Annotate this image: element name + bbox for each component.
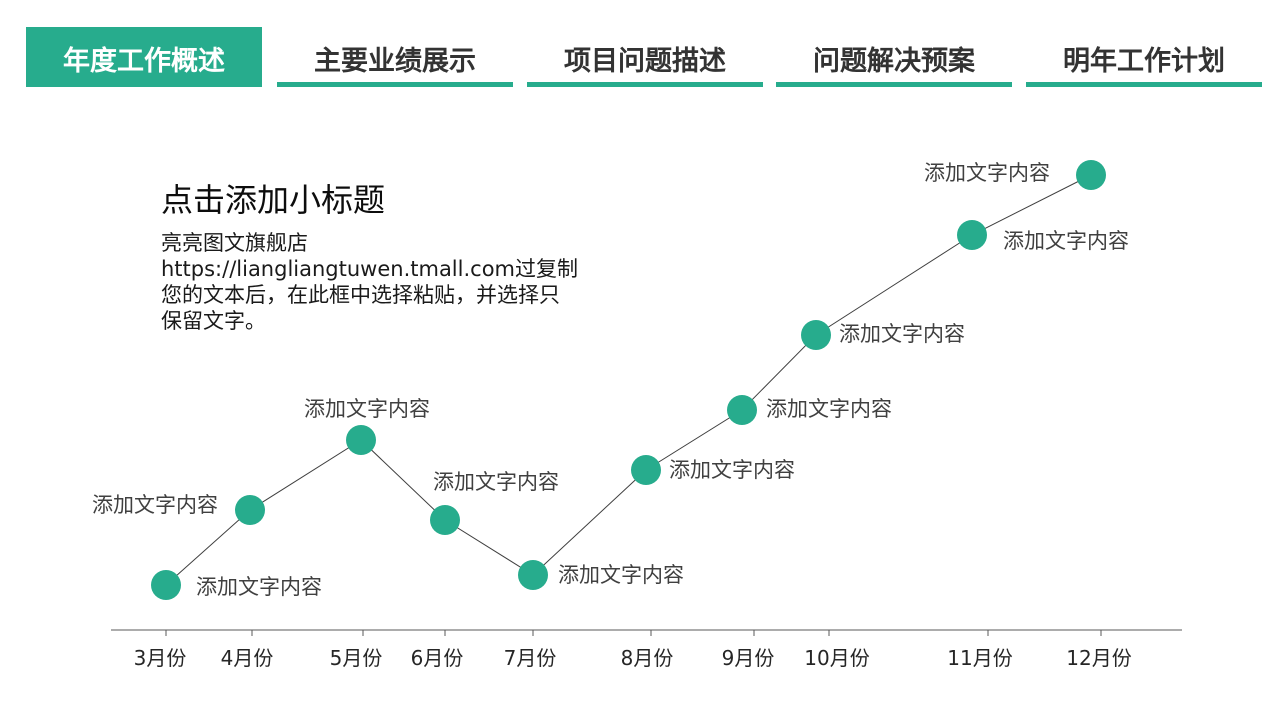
data-label[interactable]: 添加文字内容	[669, 458, 795, 482]
data-point[interactable]	[801, 320, 831, 350]
tab-main-achievements[interactable]: 主要业绩展示	[277, 27, 513, 87]
data-point[interactable]	[631, 455, 661, 485]
x-tick-label: 11月份	[947, 646, 1012, 670]
data-point[interactable]	[1076, 160, 1106, 190]
data-point[interactable]	[346, 425, 376, 455]
tab-solution-plans[interactable]: 问题解决预案	[776, 27, 1012, 87]
series-line	[165, 174, 1092, 586]
tab-label: 明年工作计划	[1063, 46, 1225, 77]
data-point[interactable]	[430, 505, 460, 535]
data-label[interactable]: 添加文字内容	[433, 470, 559, 494]
x-tick-label: 4月份	[221, 646, 274, 670]
data-label[interactable]: 添加文字内容	[924, 161, 1050, 185]
data-point[interactable]	[151, 570, 181, 600]
data-label[interactable]: 添加文字内容	[304, 397, 430, 421]
x-tick-label: 12月份	[1066, 646, 1131, 670]
tab-label: 问题解决预案	[813, 46, 975, 77]
data-label[interactable]: 添加文字内容	[92, 493, 218, 517]
tab-label: 主要业绩展示	[314, 46, 476, 77]
x-tick-label: 6月份	[411, 646, 464, 670]
body-line: 保留文字。	[161, 309, 266, 333]
data-label[interactable]: 添加文字内容	[766, 397, 892, 421]
data-point[interactable]	[727, 395, 757, 425]
tab-label: 年度工作概述	[63, 46, 225, 77]
body-line: 您的文本后，在此框中选择粘贴，并选择只	[161, 283, 560, 307]
data-point[interactable]	[235, 495, 265, 525]
x-tick-label: 7月份	[504, 646, 557, 670]
x-tick-label: 9月份	[722, 646, 775, 670]
x-tick-label: 8月份	[621, 646, 674, 670]
tab-label: 项目问题描述	[564, 46, 726, 77]
x-tick-label: 3月份	[134, 646, 187, 670]
data-label[interactable]: 添加文字内容	[196, 575, 322, 599]
tab-annual-overview[interactable]: 年度工作概述	[26, 27, 262, 87]
subtitle[interactable]: 点击添加小标题	[161, 181, 386, 219]
tab-next-year-plan[interactable]: 明年工作计划	[1026, 27, 1262, 87]
data-point[interactable]	[957, 220, 987, 250]
data-label[interactable]: 添加文字内容	[1003, 229, 1129, 253]
data-label[interactable]: 添加文字内容	[839, 322, 965, 346]
data-point[interactable]	[518, 560, 548, 590]
data-label[interactable]: 添加文字内容	[558, 563, 684, 587]
tab-project-issues[interactable]: 项目问题描述	[527, 27, 763, 87]
x-tick-label: 10月份	[804, 646, 869, 670]
x-tick-label: 5月份	[330, 646, 383, 670]
body-text[interactable]: 亮亮图文旗舰店 https://liangliangtuwen.tmall.co…	[161, 230, 578, 334]
body-line: 亮亮图文旗舰店	[161, 231, 308, 255]
body-line: https://liangliangtuwen.tmall.com过复制	[161, 257, 579, 281]
